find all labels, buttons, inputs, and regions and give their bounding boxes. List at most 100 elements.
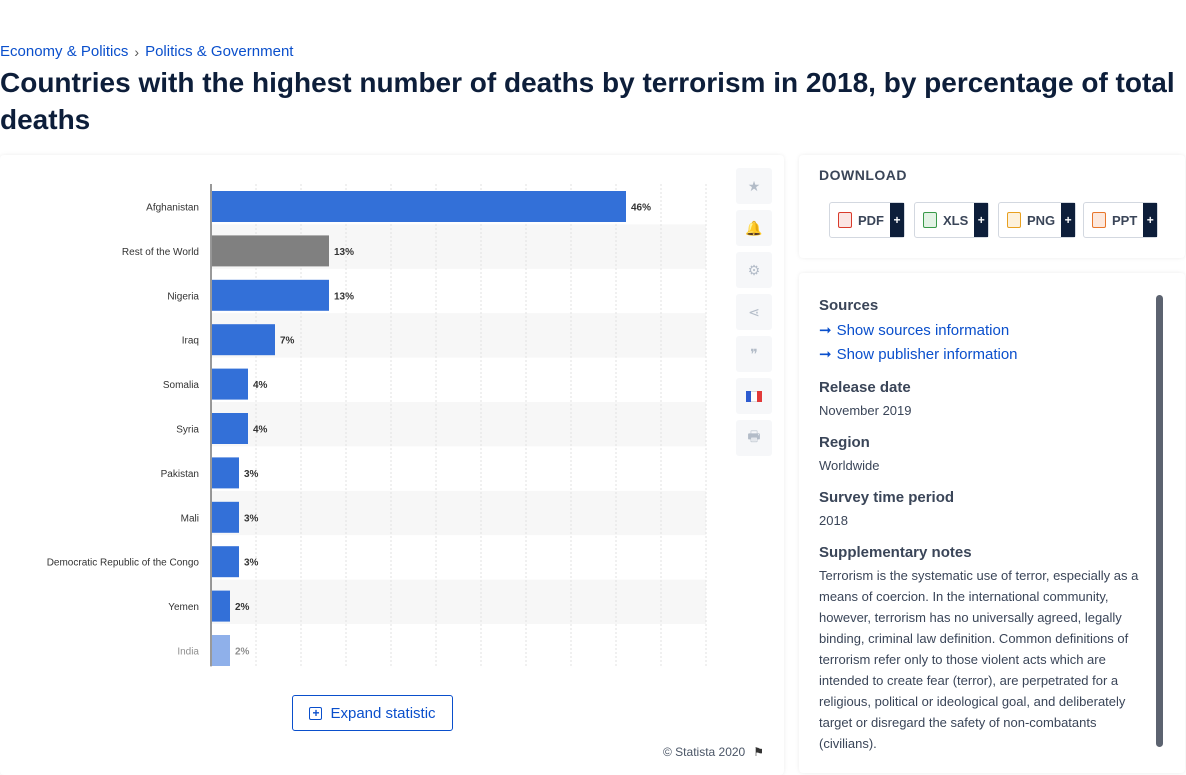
arrow-right-icon: ➞ xyxy=(819,346,832,363)
data-label: 4% xyxy=(253,380,268,391)
data-label: 2% xyxy=(235,602,250,613)
download-xls-plus: + xyxy=(974,203,989,237)
expand-statistic-label: Expand statistic xyxy=(330,704,436,722)
row-band xyxy=(211,313,706,358)
data-label: 3% xyxy=(244,558,259,569)
download-title: DOWNLOAD xyxy=(819,167,907,183)
ppt-file-icon xyxy=(1092,212,1106,228)
download-pdf-plus: + xyxy=(890,203,904,237)
language-button[interactable] xyxy=(736,378,772,414)
supplementary-notes-heading: Supplementary notes xyxy=(819,544,972,561)
copyright-text: © Statista 2020 xyxy=(663,745,746,759)
download-pdf-button[interactable]: PDF + xyxy=(829,202,905,238)
bar xyxy=(212,235,329,267)
data-label: 4% xyxy=(253,425,268,436)
release-date-heading: Release date xyxy=(819,379,911,396)
star-icon: ★ xyxy=(747,177,761,194)
category-label: Somalia xyxy=(163,380,200,391)
category-label: Yemen xyxy=(168,602,199,613)
breadcrumb: Economy & Politics › Politics & Governme… xyxy=(0,43,293,60)
data-label: 3% xyxy=(244,469,259,480)
sources-heading: Sources xyxy=(819,297,879,314)
show-publisher-label: Show publisher information xyxy=(836,345,1018,363)
category-label: Pakistan xyxy=(161,469,199,480)
category-label: Iraq xyxy=(182,336,199,347)
bar xyxy=(212,279,329,311)
category-label: Rest of the World xyxy=(122,247,199,258)
french-flag-icon xyxy=(746,390,762,402)
chart-toolbar: ★ 🔔 ⚙ ⋖ ❞ 🖶 xyxy=(736,168,772,456)
bar xyxy=(212,191,626,222)
notification-button[interactable]: 🔔 xyxy=(736,210,772,246)
data-label: 7% xyxy=(280,336,295,347)
bar xyxy=(212,501,239,533)
show-publisher-link[interactable]: ➞ Show publisher information xyxy=(819,345,1018,364)
bar xyxy=(212,368,248,400)
download-xls-button[interactable]: XLS + xyxy=(914,202,990,238)
breadcrumb-economy-politics[interactable]: Economy & Politics xyxy=(0,43,129,60)
bar xyxy=(212,324,275,356)
download-png-button[interactable]: PNG + xyxy=(998,202,1077,238)
data-label: 13% xyxy=(334,247,354,258)
quote-icon: ❞ xyxy=(750,345,758,362)
bar xyxy=(212,413,248,444)
copyright: © Statista 2020 ⚑ xyxy=(663,745,764,759)
show-sources-label: Show sources information xyxy=(836,321,1010,339)
category-label: India xyxy=(177,647,199,658)
category-label: Democratic Republic of the Congo xyxy=(47,558,200,569)
chart-card: 46% Afghanistan 13% Rest of the World 13% Nig… xyxy=(0,155,784,775)
download-ppt-label: PPT xyxy=(1112,212,1138,228)
statistic-info-card: Sources ➞ Show sources information ➞ Sho… xyxy=(799,273,1185,773)
cite-button[interactable]: ❞ xyxy=(736,336,772,372)
show-sources-link[interactable]: ➞ Show sources information xyxy=(819,321,1010,340)
category-label: Mali xyxy=(181,513,199,524)
category-label: Nigeria xyxy=(167,291,199,302)
print-button[interactable]: 🖶 xyxy=(736,420,772,456)
survey-period-value: 2018 xyxy=(819,513,848,528)
survey-period-heading: Survey time period xyxy=(819,489,955,506)
bar xyxy=(212,457,239,489)
breadcrumb-politics-government[interactable]: Politics & Government xyxy=(145,43,294,60)
download-ppt-button[interactable]: PPT + xyxy=(1083,202,1159,238)
xls-file-icon xyxy=(923,212,937,228)
flag-icon[interactable]: ⚑ xyxy=(753,745,764,759)
share-button[interactable]: ⋖ xyxy=(736,294,772,330)
row-band xyxy=(211,402,706,447)
info-scrollbar[interactable] xyxy=(1156,295,1163,747)
release-date-value: November 2019 xyxy=(819,403,912,418)
bar xyxy=(212,635,230,666)
arrow-right-icon: ➞ xyxy=(819,322,832,339)
bar xyxy=(212,590,230,622)
bar-chart: 46% Afghanistan 13% Rest of the World 13% Nig… xyxy=(47,184,707,667)
bar xyxy=(212,546,239,578)
download-png-plus: + xyxy=(1061,203,1076,237)
favorite-button[interactable]: ★ xyxy=(736,168,772,204)
data-label: 13% xyxy=(334,291,354,302)
data-label: 46% xyxy=(631,203,651,214)
download-card: DOWNLOAD PDF + XLS + PNG + PPT + xyxy=(799,155,1185,258)
category-label: Syria xyxy=(176,425,199,436)
category-label: Afghanistan xyxy=(146,203,199,214)
data-label: 3% xyxy=(244,513,259,524)
download-pdf-label: PDF xyxy=(858,212,884,228)
download-png-label: PNG xyxy=(1027,212,1056,228)
breadcrumb-separator: › xyxy=(134,43,140,60)
supplementary-notes-text: Terrorism is the systematic use of terro… xyxy=(819,568,1139,751)
expand-statistic-button[interactable]: + Expand statistic xyxy=(292,695,453,731)
gear-icon: ⚙ xyxy=(747,261,761,278)
page-title: Countries with the highest number of dea… xyxy=(0,67,1175,135)
plus-square-icon: + xyxy=(309,706,323,720)
download-xls-label: XLS xyxy=(943,212,969,228)
download-ppt-plus: + xyxy=(1143,203,1158,237)
pdf-file-icon xyxy=(838,212,852,228)
row-band xyxy=(211,490,706,536)
png-file-icon xyxy=(1007,212,1021,228)
region-heading: Region xyxy=(819,434,870,451)
share-icon: ⋖ xyxy=(748,303,760,320)
data-label: 2% xyxy=(235,647,250,658)
row-band xyxy=(211,579,706,624)
print-icon: 🖶 xyxy=(747,428,761,444)
settings-button[interactable]: ⚙ xyxy=(736,252,772,288)
bell-icon: 🔔 xyxy=(745,219,763,236)
region-value: Worldwide xyxy=(819,458,880,473)
